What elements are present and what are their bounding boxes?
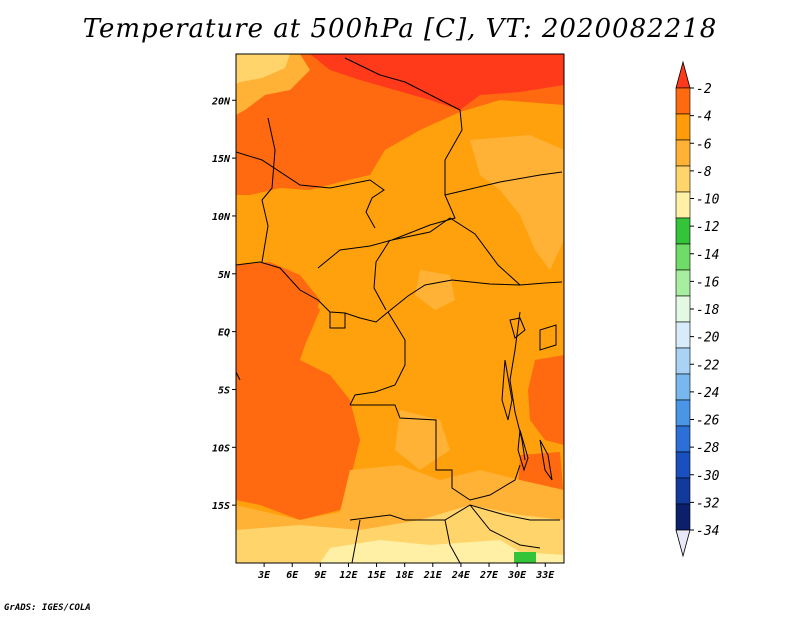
colorbar-swatch xyxy=(675,373,691,401)
x-tick-label: 12E xyxy=(339,570,358,581)
colorbar-label: -28 xyxy=(696,441,720,456)
field-green-patch xyxy=(514,552,536,563)
x-tick-label: 21E xyxy=(423,570,443,581)
colorbar-swatch xyxy=(675,269,691,297)
colorbar-swatch xyxy=(675,113,691,141)
x-tick-label: 3E xyxy=(257,570,271,581)
country-borders xyxy=(236,57,563,563)
colorbar-swatch xyxy=(675,243,691,271)
y-tick-label: 5S xyxy=(218,385,230,396)
map-frame xyxy=(235,53,565,564)
colorbar-swatch xyxy=(675,503,691,531)
x-tick-label: 18E xyxy=(396,570,415,581)
grads-credit: GrADS: IGES/COLA xyxy=(4,603,91,613)
colorbar-swatch xyxy=(675,347,691,375)
colorbar-label: -2 xyxy=(696,82,712,97)
colorbar-label: -18 xyxy=(696,303,720,318)
colorbar-label: -14 xyxy=(696,248,719,263)
x-tick-label: 30E xyxy=(507,570,527,581)
colorbar-top-arrow xyxy=(675,60,691,89)
colorbar-label: -10 xyxy=(696,193,720,208)
colorbar-label: -34 xyxy=(696,524,719,539)
colorbar-swatch xyxy=(675,295,691,323)
y-axis: 20N 15N 10N 5N EQ 5S 10S 15S xyxy=(211,96,236,512)
field-cool-central xyxy=(415,270,455,310)
y-tick-label: 10S xyxy=(212,443,230,454)
y-tick-label: 10N xyxy=(212,212,231,223)
x-tick-label: 15E xyxy=(368,570,387,581)
colorbar-swatch xyxy=(675,217,691,245)
colorbar-label: -22 xyxy=(696,358,720,373)
colorbar-label: -24 xyxy=(696,386,719,401)
colorbar-swatch xyxy=(675,87,691,115)
colorbar-label: -16 xyxy=(696,275,720,290)
colorbar-swatch xyxy=(675,191,691,219)
y-tick-label: EQ xyxy=(218,328,230,339)
x-tick-label: 9E xyxy=(314,570,327,581)
x-tick-label: 27E xyxy=(479,570,499,581)
colorbar-label: -8 xyxy=(696,165,712,180)
lakes xyxy=(501,317,557,481)
field-cool-east xyxy=(470,135,564,270)
colorbar: -2 -4 -6 -8 -10 -12 -14 -16 -18 -20 -22 -24 -26 -28 -3… xyxy=(675,60,720,558)
colorbar-label: -30 xyxy=(696,469,720,484)
field-warm-gulf xyxy=(255,280,320,345)
colorbar-label: -12 xyxy=(696,220,720,235)
colorbar-swatch xyxy=(675,321,691,349)
colorbar-swatch xyxy=(675,165,691,193)
colorbar-swatch xyxy=(675,399,691,427)
colorbar-bottom-arrow xyxy=(675,529,691,558)
colorbar-swatch xyxy=(675,451,691,479)
y-tick-label: 20N xyxy=(211,96,231,107)
chart-title: Temperature at 500hPa [C], VT: 202008221… xyxy=(82,14,718,44)
y-tick-label: 15N xyxy=(212,154,231,165)
x-tick-label: 24E xyxy=(451,570,471,581)
field-coolest-south xyxy=(320,540,564,563)
colorbar-swatch xyxy=(675,425,691,453)
x-axis: 3E 6E 9E 12E 15E 18E 21E 24E 27E 30E 33E xyxy=(257,563,555,581)
y-tick-label: 15S xyxy=(212,501,230,512)
colorbar-label: -32 xyxy=(696,496,720,511)
colorbar-label: -6 xyxy=(696,137,712,152)
x-tick-label: 33E xyxy=(535,570,555,581)
field-warm-east xyxy=(528,355,564,445)
colorbar-label: -20 xyxy=(696,331,720,346)
colorbar-swatch xyxy=(675,477,691,505)
colorbar-label: -4 xyxy=(696,110,712,125)
temperature-field xyxy=(236,54,564,563)
x-tick-label: 6E xyxy=(286,570,299,581)
colorbar-label: -26 xyxy=(696,414,720,429)
y-tick-label: 5N xyxy=(218,270,231,281)
colorbar-swatch xyxy=(675,139,691,167)
field-cooler-northwest xyxy=(236,54,290,84)
field-warmer-northeast xyxy=(310,54,564,110)
